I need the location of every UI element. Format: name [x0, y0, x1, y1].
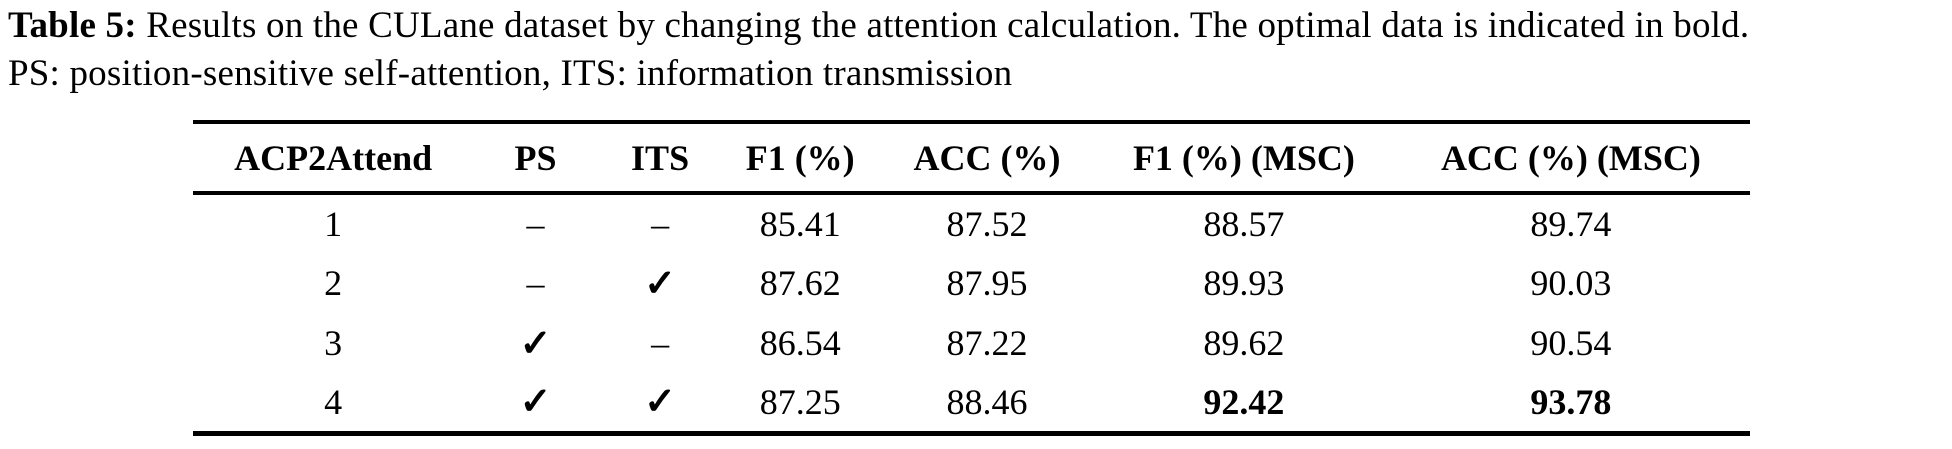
cell-f1: 85.41: [759, 204, 841, 244]
col-header-acc-msc: ACC (%) (MSC): [1440, 137, 1701, 178]
checkmark-icon: ✓: [519, 381, 552, 424]
cell-acc: 88.46: [946, 381, 1028, 422]
table-caption: Table 5: Results on the CULane dataset b…: [0, 0, 1952, 98]
cell-acc-msc: 93.78: [1530, 381, 1612, 422]
col-header-acc: ACC (%): [913, 137, 1061, 178]
caption-label: Table 5:: [8, 5, 137, 46]
cell-acp2attend: 2: [324, 263, 343, 303]
cell-ps: –: [526, 204, 545, 244]
cell-its: –: [651, 323, 670, 363]
cell-acp2attend: 1: [324, 204, 343, 244]
cell-f1: 86.54: [759, 323, 841, 363]
col-header-its: ITS: [631, 137, 690, 178]
cell-f1-msc: 92.42: [1203, 381, 1285, 422]
caption-line-1: Table 5: Results on the CULane dataset b…: [8, 5, 1749, 46]
table-row: 4 ✓ ✓ 87.25 88.46 92.42 93.78: [193, 373, 1750, 433]
cell-acp2attend: 3: [324, 323, 343, 363]
table-row: 3 ✓ – 86.54 87.22 89.62 90.54: [193, 313, 1750, 373]
cell-f1: 87.62: [759, 263, 841, 303]
cell-acc: 87.22: [946, 323, 1028, 363]
cell-acc: 87.52: [946, 204, 1028, 244]
cell-acc-msc: 89.74: [1530, 204, 1612, 244]
table-row: 2 – ✓ 87.62 87.95 89.93 90.03: [193, 253, 1750, 313]
checkmark-icon: ✓: [644, 262, 676, 305]
cell-f1-msc: 89.62: [1203, 323, 1285, 363]
col-header-f1: F1 (%): [745, 137, 855, 178]
cell-f1-msc: 89.93: [1203, 263, 1285, 303]
col-header-f1-msc: F1 (%) (MSC): [1132, 137, 1355, 178]
cell-f1-msc: 88.57: [1203, 204, 1285, 244]
cell-ps: –: [526, 263, 545, 303]
caption-text: Results on the CULane dataset by changin…: [146, 5, 1750, 46]
caption-line-2: PS: position-sensitive self-attention, I…: [8, 53, 1013, 94]
col-header-ps: PS: [514, 137, 557, 178]
header-row: ACP2Attend PS ITS F1 (%) ACC (%) F1 (%) …: [193, 122, 1750, 193]
col-header-acp2attend: ACP2Attend: [234, 137, 433, 178]
results-table: ACP2Attend PS ITS F1 (%) ACC (%) F1 (%) …: [193, 120, 1750, 436]
cell-acc-msc: 90.03: [1530, 263, 1612, 303]
cell-acc: 87.95: [946, 263, 1028, 303]
table-row: 1 – – 85.41 87.52 88.57 89.74: [193, 193, 1750, 253]
cell-acp2attend: 4: [324, 381, 343, 422]
checkmark-icon: ✓: [519, 322, 552, 365]
cell-acc-msc: 90.54: [1530, 323, 1612, 363]
table-body: 1 – – 85.41 87.52 88.57 89.74 2 – ✓ 87.62 87.95 89.9…: [193, 193, 1750, 433]
checkmark-icon: ✓: [644, 381, 676, 424]
cell-f1: 87.25: [759, 381, 841, 422]
cell-its: –: [651, 204, 670, 244]
